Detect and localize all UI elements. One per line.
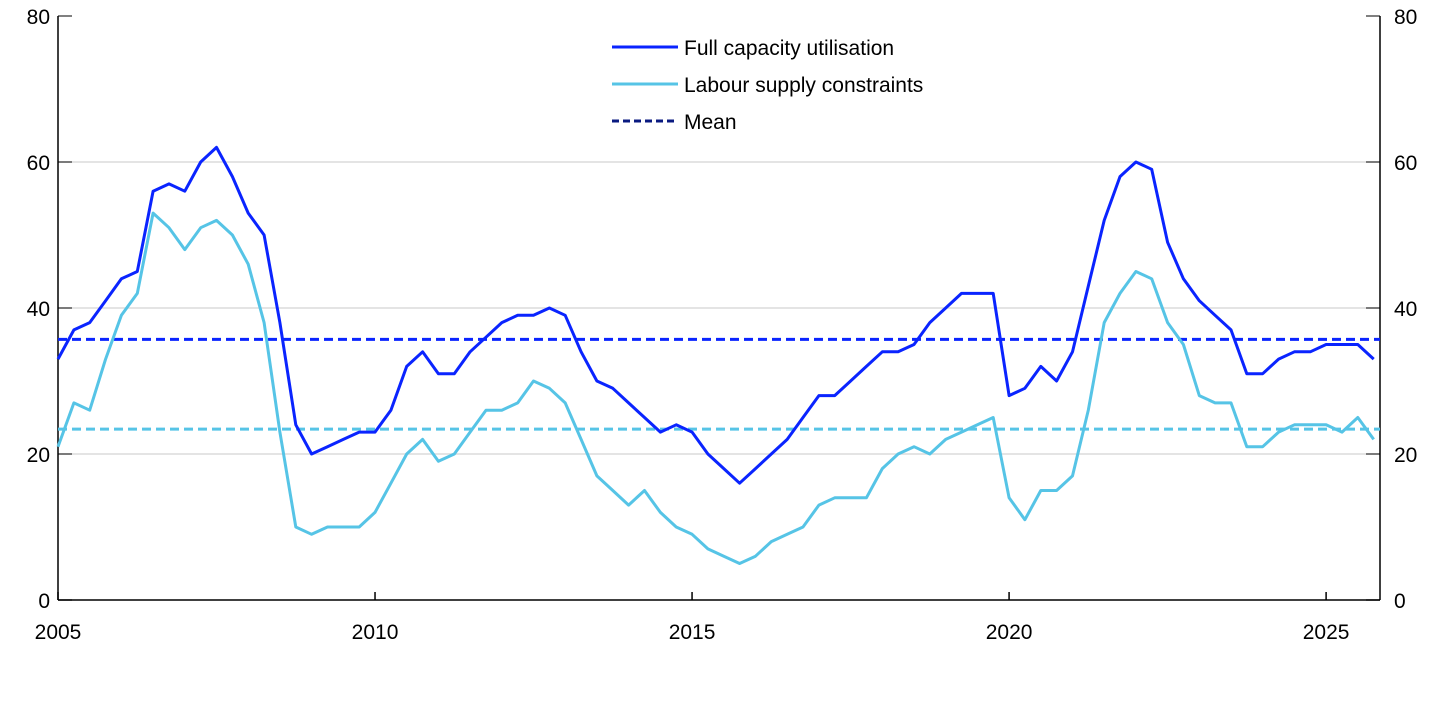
- legend: Full capacity utilisation Labour supply c…: [612, 37, 923, 134]
- mean-lines: [58, 337, 1380, 431]
- legend-label: Mean: [684, 111, 737, 134]
- x-tick-label: 2025: [1303, 621, 1350, 644]
- y-tick-label-right: 20: [1394, 444, 1417, 467]
- x-tick-label: 2015: [669, 621, 716, 644]
- series-lines: [56, 145, 1375, 565]
- legend-label: Labour supply constraints: [684, 74, 923, 97]
- y-tick-label-left: 0: [38, 590, 50, 613]
- x-tick-label: 2020: [986, 621, 1033, 644]
- y-tick-label-left: 60: [27, 152, 50, 175]
- y-tick-label-right: 60: [1394, 152, 1417, 175]
- y-tick-label-left: 80: [27, 6, 50, 29]
- x-tick-label: 2010: [352, 621, 399, 644]
- legend-label: Full capacity utilisation: [684, 37, 894, 60]
- y-tick-label-right: 80: [1394, 6, 1417, 29]
- gridlines: [58, 161, 1380, 455]
- series-line-1: [56, 211, 1375, 565]
- axes: [57, 15, 1381, 601]
- series-line-0: [56, 145, 1375, 485]
- y-tick-label-right: 0: [1394, 590, 1406, 613]
- x-tick-label: 2005: [35, 621, 82, 644]
- y-tick-label-left: 20: [27, 444, 50, 467]
- y-tick-label-left: 40: [27, 298, 50, 321]
- y-tick-label-right: 40: [1394, 298, 1417, 321]
